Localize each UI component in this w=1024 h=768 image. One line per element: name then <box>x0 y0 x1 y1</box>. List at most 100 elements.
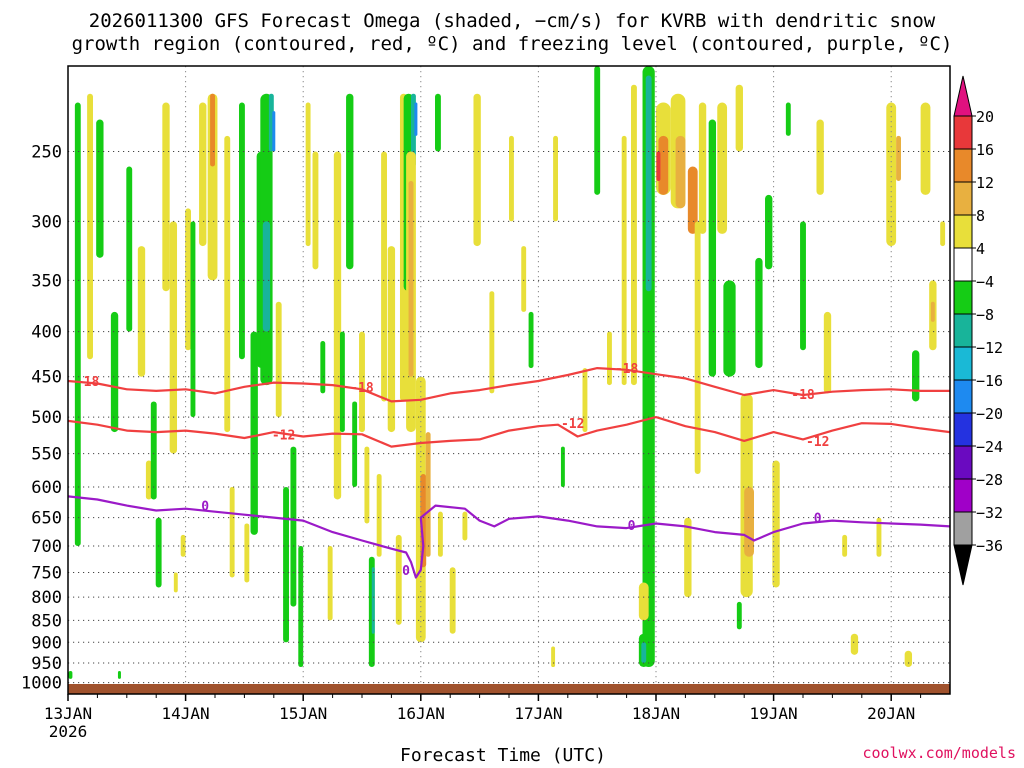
omega-patch <box>224 135 231 433</box>
colorbar-bin <box>953 115 973 150</box>
omega-patch <box>395 534 402 625</box>
colorbar-tick-label: −8 <box>976 306 994 324</box>
colorbar-bin <box>953 148 973 183</box>
y-tick-label: 300 <box>31 212 62 232</box>
chart-title-line2: growth region (contoured, red, ºC) and f… <box>71 33 953 55</box>
omega-patch <box>462 511 468 541</box>
omega-patch <box>210 93 215 167</box>
colorbar-tick-label: −16 <box>976 372 1003 390</box>
omega-patch <box>489 291 495 394</box>
omega-patch <box>638 582 649 621</box>
omega-patch <box>645 75 652 292</box>
omega-patch <box>886 102 897 247</box>
omega-patch <box>435 93 441 152</box>
y-tick-label: 450 <box>31 368 62 388</box>
colorbar-bin <box>953 313 973 348</box>
x-tick-label: 13JAN <box>44 704 92 723</box>
colorbar-bin <box>953 181 973 216</box>
omega-patch <box>684 517 692 598</box>
omega-patch <box>420 473 427 568</box>
y-tick-label: 1000 <box>21 674 62 694</box>
chart-title-line1: 2026011300 GFS Forecast Omega (shaded, −… <box>88 10 936 32</box>
y-tick-label: 550 <box>31 445 62 465</box>
omega-patch <box>473 93 481 247</box>
omega-shading <box>68 66 946 679</box>
colorbar-tick-label: −20 <box>976 405 1003 423</box>
omega-patch <box>735 84 743 152</box>
omega-patch <box>74 102 81 547</box>
omega-patch <box>631 84 637 386</box>
colorbar-bin <box>953 346 973 381</box>
omega-patch <box>755 257 763 369</box>
omega-patch <box>509 135 514 222</box>
omega-patch <box>117 671 121 679</box>
omega-patch <box>169 221 178 454</box>
omega-patch <box>283 486 289 643</box>
omega-patch <box>239 102 245 360</box>
omega-patch <box>850 633 859 655</box>
freezing-level-contour-label: 0 <box>402 564 410 579</box>
x-tick-label: 16JAN <box>397 704 445 723</box>
colorbar-arrow-bottom <box>953 544 973 586</box>
colorbar-tick-label: −36 <box>976 537 1003 555</box>
colorbar-tick-label: 8 <box>976 207 985 225</box>
omega-patch <box>150 401 157 500</box>
dgz-contour-label: -18 <box>76 375 100 390</box>
omega-patch <box>698 102 707 234</box>
omega-patch <box>551 646 556 668</box>
omega-patch <box>414 102 418 136</box>
freezing-level-contour <box>68 495 950 579</box>
y-tick-label: 800 <box>31 588 62 608</box>
y-tick-label: 900 <box>31 633 62 653</box>
colorbar-bin <box>953 511 973 546</box>
x-tick-label: 17JAN <box>514 704 562 723</box>
omega-patch <box>842 534 848 557</box>
y-tick-label: 650 <box>31 509 62 529</box>
y-tick-label: 750 <box>31 563 62 583</box>
omega-patch <box>250 331 258 535</box>
dgz-contour-label: -12 <box>272 428 295 443</box>
colorbar-tick-label: −24 <box>976 438 1003 456</box>
dgz-contour <box>68 416 950 448</box>
colorbar-tick-label: 4 <box>976 240 985 258</box>
omega-patch <box>694 221 701 474</box>
y-tick-label: 950 <box>31 654 62 674</box>
colorbar-tick-label: 20 <box>976 108 994 126</box>
omega-patch <box>137 246 146 377</box>
y-tick-label: 400 <box>31 323 62 343</box>
x-tick-label: 14JAN <box>162 704 210 723</box>
grid <box>68 66 950 694</box>
omega-patch <box>126 166 133 332</box>
omega-patch <box>387 246 396 433</box>
omega-patch <box>582 368 588 433</box>
colorbar-bin <box>953 445 973 480</box>
omega-patch <box>371 567 375 634</box>
omega-patch <box>658 135 669 195</box>
omega-patch <box>800 221 806 351</box>
omega-patch <box>645 341 652 557</box>
colorbar-tick-label: −4 <box>976 273 994 291</box>
omega-patch <box>312 151 319 270</box>
contours: -18 -18 -18 -18 -12 -12 -12 0 0 0 0 <box>68 362 950 579</box>
omega-patch <box>408 180 414 377</box>
omega-patch <box>521 246 527 312</box>
y-tick-label: 700 <box>31 537 62 557</box>
x-tick-label: 18JAN <box>632 704 680 723</box>
dgz-contour <box>68 367 950 403</box>
omega-patch <box>607 331 612 386</box>
omega-patch <box>346 93 354 270</box>
colorbar: 20 16 12 8 4 −4 −8 −12 −16 −20 −24 −28 −32 −36 <box>953 75 1003 586</box>
omega-patch <box>896 135 901 181</box>
omega-patch <box>823 311 832 394</box>
y-tick-label: 600 <box>31 478 62 498</box>
y-tick-label: 350 <box>31 271 62 291</box>
omega-patch <box>717 102 728 234</box>
omega-patch <box>305 102 311 247</box>
omega-patch <box>359 331 365 433</box>
omega-patch <box>229 486 235 578</box>
omega-patch <box>553 135 558 222</box>
dgz-contour-label: -12 <box>806 435 829 450</box>
omega-patch <box>449 567 456 634</box>
omega-patch <box>376 473 382 557</box>
